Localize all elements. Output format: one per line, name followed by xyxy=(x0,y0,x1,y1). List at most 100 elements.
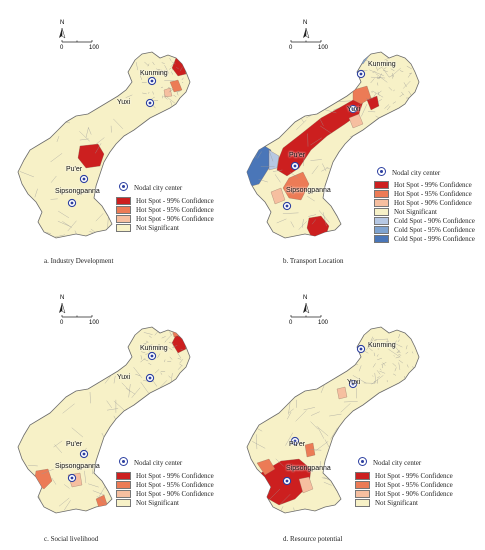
county-boundary xyxy=(30,371,36,382)
county-boundary xyxy=(168,375,171,379)
county-boundary xyxy=(71,427,84,438)
county-boundary xyxy=(290,221,295,228)
county-boundary xyxy=(362,439,366,454)
county-boundary xyxy=(114,365,121,367)
county-boundary xyxy=(322,163,327,172)
county-boundary xyxy=(24,210,30,218)
hotspot-region-cold99 xyxy=(363,14,397,48)
county-boundary xyxy=(274,174,281,183)
county-boundary xyxy=(72,359,85,363)
county-boundary xyxy=(257,151,262,159)
county-boundary xyxy=(22,78,27,85)
county-boundary xyxy=(392,363,397,367)
county-boundary xyxy=(310,449,322,451)
legend-label-hot95: Hot Spot - 95% Confidence xyxy=(136,480,214,489)
county-boundary xyxy=(26,65,33,73)
county-boundary xyxy=(322,108,337,114)
county-boundary xyxy=(135,373,141,377)
county-boundary xyxy=(95,143,102,154)
county-boundary xyxy=(34,188,38,198)
county-boundary xyxy=(122,348,128,353)
legend-label-hot90: Hot Spot - 90% Confidence xyxy=(375,489,453,498)
county-boundary xyxy=(372,363,376,368)
county-boundary xyxy=(160,409,163,425)
county-boundary xyxy=(287,411,292,420)
map-panel-transport: N 0 100 Kunming Yuxi Pu'er Sipsongpanna … xyxy=(243,0,485,275)
county-boundary xyxy=(95,137,105,145)
county-boundary xyxy=(392,343,401,354)
nodal-city-icon xyxy=(147,351,157,361)
map-panel-social: N 0 100 Kunming Yuxi Pu'er Sipsongpanna … xyxy=(0,275,242,550)
county-boundary xyxy=(256,434,258,450)
county-boundary xyxy=(403,412,405,421)
county-boundary xyxy=(176,90,179,96)
county-boundary xyxy=(161,69,166,74)
county-boundary xyxy=(171,61,176,65)
county-boundary xyxy=(125,388,136,395)
county-boundary xyxy=(32,361,38,367)
legend-label-not: Not Significant xyxy=(375,498,418,507)
county-boundary xyxy=(282,330,294,340)
county-boundary xyxy=(131,163,137,175)
city-label-sipsongpanna: Sipsongpanna xyxy=(55,188,100,195)
study-region xyxy=(17,51,191,239)
county-boundary xyxy=(406,65,412,70)
hotspot-region-cold90 xyxy=(268,149,280,171)
nodal-city-icon xyxy=(119,182,128,191)
county-boundary xyxy=(56,106,61,113)
county-boundary xyxy=(252,76,255,86)
legend-label-hot95: Hot Spot - 95% Confidence xyxy=(394,189,472,198)
county-boundary xyxy=(394,367,397,372)
county-boundary xyxy=(170,62,175,67)
county-boundary xyxy=(322,212,327,227)
legend-swatch-hot99 xyxy=(116,196,131,205)
county-boundary xyxy=(388,349,401,358)
county-boundary xyxy=(150,96,155,100)
scale-bar xyxy=(290,40,322,43)
county-boundary xyxy=(154,369,160,374)
county-boundary xyxy=(249,213,257,221)
county-boundary xyxy=(333,442,344,449)
county-boundary xyxy=(316,426,329,437)
county-boundary xyxy=(302,219,304,228)
legend-swatch-hot95 xyxy=(116,205,131,214)
county-boundary xyxy=(167,87,174,90)
county-boundary xyxy=(177,353,182,359)
hotspot-region-cold95 xyxy=(314,71,336,97)
county-boundary xyxy=(181,77,184,81)
county-boundary xyxy=(165,331,176,342)
county-boundary xyxy=(323,482,332,486)
county-boundary xyxy=(412,108,419,110)
county-boundary xyxy=(163,94,177,105)
county-boundary xyxy=(333,107,340,111)
scale-bar xyxy=(61,40,93,43)
nodal-city-icon xyxy=(348,104,358,114)
county-boundary xyxy=(331,366,337,371)
county-boundary xyxy=(296,348,310,357)
county-boundary xyxy=(414,327,417,334)
county-boundary xyxy=(272,169,283,172)
nodal-city-icon xyxy=(290,436,300,446)
county-boundary xyxy=(51,477,57,485)
county-boundary xyxy=(282,52,285,60)
county-boundary xyxy=(392,101,396,104)
map-legend: Nodal city center Hot Spot - 99% Confide… xyxy=(116,182,214,232)
hotspot-region-hot90 xyxy=(336,386,348,400)
county-boundary xyxy=(375,115,389,125)
county-boundary xyxy=(306,327,319,333)
county-boundary xyxy=(386,339,390,343)
county-boundary xyxy=(50,153,63,163)
nodal-city-icon xyxy=(356,344,366,354)
city-label-kunming: Kunming xyxy=(368,342,396,349)
county-boundary xyxy=(124,165,128,181)
legend-label-node: Nodal city center xyxy=(373,458,422,467)
county-boundary xyxy=(169,67,172,70)
county-boundary xyxy=(159,380,168,388)
county-boundary xyxy=(352,375,367,384)
county-boundary xyxy=(358,365,362,372)
county-boundary xyxy=(103,55,112,62)
county-boundary xyxy=(389,344,391,347)
county-boundary xyxy=(143,358,149,362)
county-boundary xyxy=(137,417,144,426)
county-boundary xyxy=(363,166,373,173)
